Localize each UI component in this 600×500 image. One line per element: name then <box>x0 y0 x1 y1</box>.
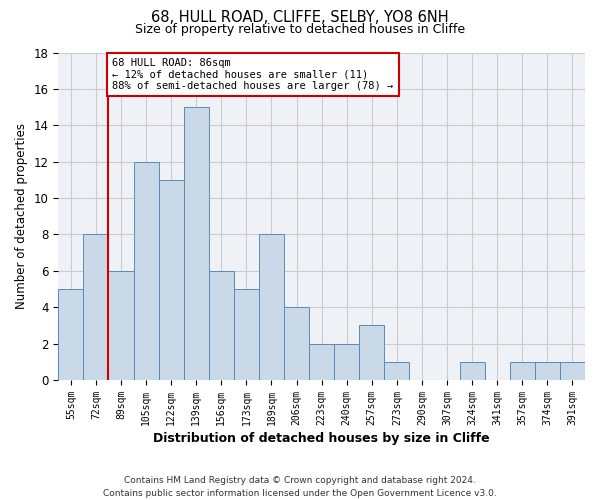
Bar <box>284 308 309 380</box>
Bar <box>259 234 284 380</box>
Bar <box>83 234 109 380</box>
Bar <box>209 271 234 380</box>
Text: Contains HM Land Registry data © Crown copyright and database right 2024.
Contai: Contains HM Land Registry data © Crown c… <box>103 476 497 498</box>
Bar <box>510 362 535 380</box>
Bar <box>560 362 585 380</box>
X-axis label: Distribution of detached houses by size in Cliffe: Distribution of detached houses by size … <box>154 432 490 445</box>
Bar <box>385 362 409 380</box>
Bar <box>58 289 83 380</box>
Y-axis label: Number of detached properties: Number of detached properties <box>15 124 28 310</box>
Text: 68, HULL ROAD, CLIFFE, SELBY, YO8 6NH: 68, HULL ROAD, CLIFFE, SELBY, YO8 6NH <box>151 10 449 25</box>
Bar <box>334 344 359 380</box>
Text: Size of property relative to detached houses in Cliffe: Size of property relative to detached ho… <box>135 22 465 36</box>
Bar <box>460 362 485 380</box>
Bar <box>184 107 209 380</box>
Bar <box>134 162 158 380</box>
Text: 68 HULL ROAD: 86sqm
← 12% of detached houses are smaller (11)
88% of semi-detach: 68 HULL ROAD: 86sqm ← 12% of detached ho… <box>112 58 394 91</box>
Bar <box>234 289 259 380</box>
Bar <box>535 362 560 380</box>
Bar <box>359 326 385 380</box>
Bar <box>109 271 134 380</box>
Bar <box>309 344 334 380</box>
Bar <box>158 180 184 380</box>
